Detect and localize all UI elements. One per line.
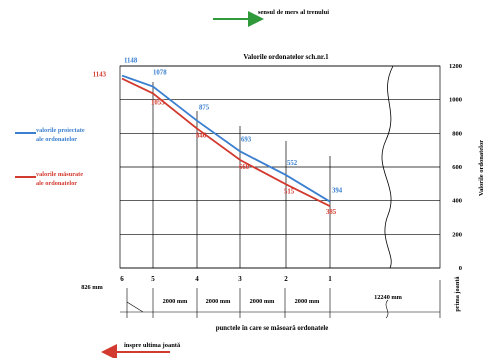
point-label: 1 bbox=[328, 275, 332, 283]
point-label: 6 bbox=[120, 275, 124, 283]
chart-grid bbox=[119, 65, 441, 269]
point-label: 3 bbox=[238, 275, 242, 283]
dim-span-1: 2000 mm bbox=[163, 298, 188, 305]
y-axis-label: Valorile ordonatelor bbox=[478, 140, 485, 196]
dim-span-4: 2000 mm bbox=[295, 298, 320, 305]
point-label: 4 bbox=[195, 275, 199, 283]
data-label: 660 bbox=[239, 164, 250, 171]
data-label: 1078 bbox=[153, 70, 167, 77]
point-label: 5 bbox=[151, 275, 155, 283]
y-tick-label: 400 bbox=[452, 198, 462, 205]
dim-left-label: 826 mm bbox=[81, 284, 103, 291]
axis-break-wave bbox=[381, 65, 394, 269]
y-tick-label: 200 bbox=[452, 231, 462, 238]
dim-right-label: 12240 mm bbox=[374, 294, 403, 301]
y-tick-label: 1200 bbox=[449, 63, 462, 70]
dim-span-2: 2000 mm bbox=[206, 298, 231, 305]
data-label: 394 bbox=[332, 188, 343, 195]
first-joint-label: prima joantă bbox=[454, 276, 461, 312]
y-tick-label: 0 bbox=[459, 265, 462, 272]
x-axis-label: punctele în care se măsoară ordonatele bbox=[216, 325, 329, 332]
data-label: 1055 bbox=[151, 99, 165, 106]
data-label: 1148 bbox=[124, 58, 138, 65]
point-labels: 6 5 4 3 2 1 bbox=[120, 275, 332, 283]
series-line-computed bbox=[121, 74, 331, 203]
y-tick-labels: 0 200 400 600 800 1000 1200 bbox=[449, 63, 462, 272]
data-label: 875 bbox=[199, 105, 210, 112]
chart-series: 1148 1078 875 693 552 394 1143 1055 846 660 515 385 bbox=[93, 58, 343, 217]
data-label: 385 bbox=[326, 209, 337, 216]
dimension-break bbox=[385, 299, 389, 319]
chart-title: Valorile ordonatelor sch.nr.1 bbox=[243, 53, 329, 61]
data-label: 515 bbox=[284, 188, 295, 195]
legend-measured-line2: ale ordonatelor bbox=[36, 180, 77, 187]
legend-measured-line1: valorile măsurate bbox=[36, 171, 83, 178]
train-direction-label: sensul de mers al trenului bbox=[258, 9, 329, 16]
point-label: 2 bbox=[284, 275, 288, 283]
legend-computed-line2: ale ordonatelor bbox=[36, 136, 77, 143]
last-joint-direction-label: înspre ultima joantă bbox=[123, 342, 181, 349]
dim-span-3: 2000 mm bbox=[250, 298, 275, 305]
dimension-lines bbox=[120, 280, 441, 318]
data-label: 552 bbox=[287, 160, 298, 167]
data-label: 693 bbox=[241, 136, 252, 143]
y-tick-label: 600 bbox=[452, 164, 462, 171]
data-label: 846 bbox=[196, 133, 207, 140]
series-line-measured bbox=[121, 77, 331, 207]
y-tick-label: 1000 bbox=[449, 97, 462, 104]
y-tick-label: 800 bbox=[452, 130, 462, 137]
legend-computed-line1: valorile proiectate bbox=[36, 127, 85, 134]
data-label: 1143 bbox=[93, 72, 107, 79]
